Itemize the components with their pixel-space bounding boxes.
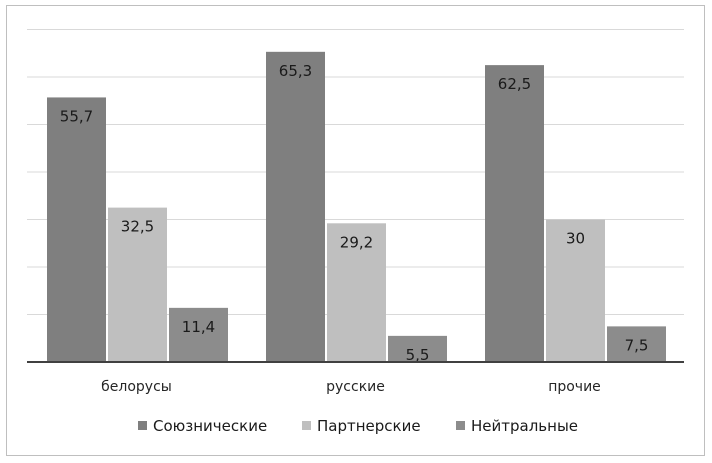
legend-label: Партнерские	[317, 417, 421, 435]
legend-swatch	[302, 421, 311, 430]
bar	[266, 51, 325, 362]
data-label: 55,7	[60, 107, 93, 125]
category-label: белорусы	[101, 379, 172, 395]
legend-label: Нейтральные	[471, 417, 578, 435]
category-labels: белорусы русские прочие	[101, 379, 601, 395]
legend-label: Союзнические	[153, 417, 267, 435]
data-label: 32,5	[121, 218, 154, 236]
data-label: 65,3	[279, 62, 312, 80]
bar	[108, 207, 167, 362]
data-label: 5,5	[406, 346, 430, 364]
category-label: прочие	[548, 379, 601, 395]
bar	[388, 335, 447, 362]
data-label: 30	[566, 230, 585, 248]
legend-swatch	[138, 421, 147, 430]
bar	[169, 307, 228, 362]
bars	[47, 51, 666, 363]
data-labels: 55,7 32,5 11,4 65,3 29,2 5,5 62,5 30 7,5	[60, 62, 649, 364]
category-label: русские	[326, 379, 385, 395]
bar-chart: 55,7 32,5 11,4 65,3 29,2 5,5 62,5 30 7,5 белорус…	[27, 29, 684, 435]
bar	[607, 326, 666, 362]
data-label: 62,5	[498, 75, 531, 93]
bar	[327, 223, 386, 362]
data-label: 11,4	[182, 318, 215, 336]
data-label: 29,2	[340, 233, 373, 251]
legend-swatch	[456, 421, 465, 430]
chart-frame: 55,7 32,5 11,4 65,3 29,2 5,5 62,5 30 7,5 белорус…	[6, 5, 705, 456]
legend: Союзнические Партнерские Нейтральные	[138, 417, 578, 435]
bar	[47, 97, 106, 363]
data-label: 7,5	[625, 336, 649, 354]
bar	[546, 219, 605, 362]
bar	[485, 65, 544, 362]
